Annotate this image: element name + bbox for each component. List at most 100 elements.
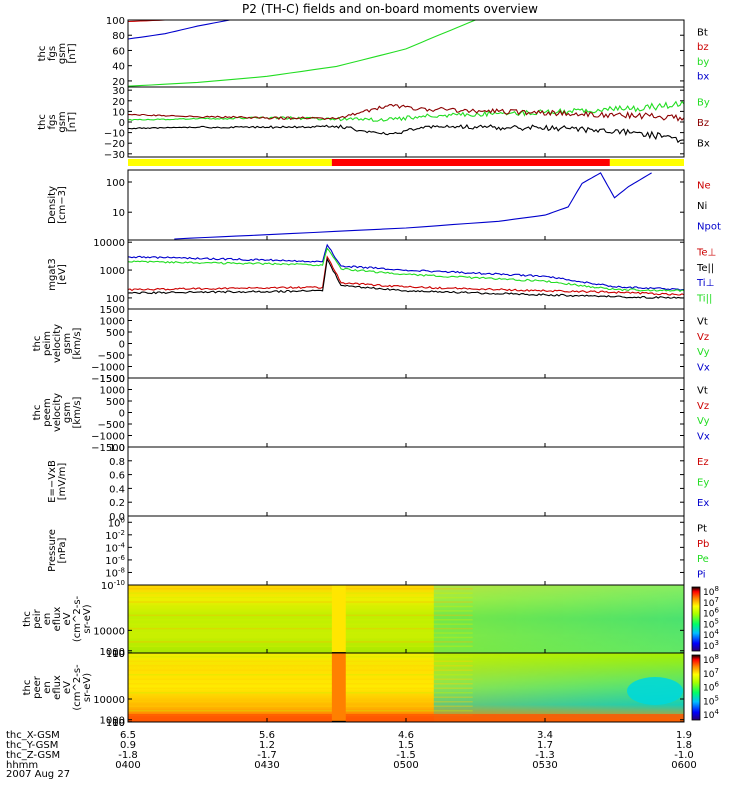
y-tick-exp: -10 bbox=[114, 579, 125, 587]
ephemeris-value: -1.0 bbox=[674, 750, 694, 761]
panel-frames-layer bbox=[127, 19, 701, 723]
y-axis-label: thcpeimvelocitygsm[km/s] bbox=[32, 324, 83, 363]
y-tick-label: 10 bbox=[112, 107, 125, 118]
y-tick-label: −1500 bbox=[91, 443, 125, 454]
ephemeris-value: 1.9 bbox=[676, 730, 692, 741]
legend-entry: Npot bbox=[697, 222, 721, 233]
legend-entry: Te⊥ bbox=[696, 248, 716, 259]
series-line bbox=[127, 124, 685, 144]
y-tick-label: 100 bbox=[106, 16, 125, 27]
ephemeris-value: 1.5 bbox=[398, 740, 414, 751]
panel-frame bbox=[127, 308, 685, 379]
ephemeris-row-label: thc_X-GSM bbox=[6, 730, 60, 741]
spectrogram-streak bbox=[128, 674, 473, 676]
ephemeris-value: 0500 bbox=[393, 760, 418, 771]
series-line bbox=[127, 243, 685, 291]
y-tick-label: 500 bbox=[106, 397, 125, 408]
colorbar-tick-base: 10 bbox=[703, 684, 715, 694]
y-axis-label: thcfgsgsm[nT] bbox=[37, 43, 78, 64]
y-axis-label: thcpeerenefluxeV(cm^2-s-sr-eV) bbox=[22, 664, 93, 711]
legend-entry: Bt bbox=[697, 27, 708, 38]
colorbar-tick-exp: 4 bbox=[714, 708, 719, 716]
series-line bbox=[127, 104, 685, 122]
legend-entry: Ex bbox=[697, 498, 709, 509]
colorbar-tick-label: 104 bbox=[703, 628, 719, 641]
y-axis-label-line: peem bbox=[42, 398, 53, 426]
y-tick-exp: -6 bbox=[118, 554, 126, 562]
y-tick-label: −1000 bbox=[91, 432, 125, 443]
ephemeris-value: -1.8 bbox=[118, 750, 138, 761]
line-series-layer bbox=[127, 19, 685, 299]
y-axis-label-line: eflux bbox=[52, 607, 63, 632]
legend-entry: by bbox=[697, 57, 709, 68]
y-axis-label-line: peer bbox=[32, 675, 43, 699]
legend-entry: Vz bbox=[697, 332, 709, 343]
spectrogram-streak bbox=[128, 665, 473, 667]
spectrogram-streak bbox=[128, 592, 473, 594]
y-axis-label-line: en bbox=[42, 613, 53, 626]
y-tick-label: 100 bbox=[106, 294, 125, 305]
spectrogram-streak bbox=[128, 656, 473, 658]
colorbar-tick-exp: 4 bbox=[714, 628, 719, 636]
ephemeris-value: -1.5 bbox=[396, 750, 416, 761]
y-axis-label-line: eflux bbox=[52, 675, 63, 700]
y-tick-label: 1000 bbox=[100, 266, 125, 277]
spectrogram-streak bbox=[128, 645, 473, 648]
y-tick-label: 1000 bbox=[100, 647, 125, 658]
status-segment bbox=[128, 159, 332, 166]
spectrogram-streak bbox=[128, 678, 473, 680]
colorbar-tick-exp: 6 bbox=[714, 681, 719, 689]
y-axis-label-line: [mV/m] bbox=[57, 463, 68, 501]
legend-entry: Ey bbox=[697, 478, 709, 489]
y-tick-label: −30 bbox=[104, 150, 125, 161]
y-tick-label: 1500 bbox=[100, 305, 125, 316]
y-tick-label: 0.4 bbox=[109, 484, 125, 495]
y-tick-label: 20 bbox=[112, 97, 125, 108]
y-tick-label: 30 bbox=[112, 86, 125, 97]
panel-frame bbox=[127, 86, 685, 158]
y-axis-label-line: [nT] bbox=[67, 112, 78, 132]
ephemeris-value: 1.8 bbox=[676, 740, 692, 751]
y-tick-exp: -2 bbox=[118, 529, 125, 537]
legend-entry: Pt bbox=[697, 524, 707, 535]
colorbar-tick-base: 10 bbox=[703, 588, 715, 598]
legend-entry: Vt bbox=[697, 386, 708, 397]
status-bar bbox=[128, 159, 684, 166]
spectrogram-layer bbox=[128, 585, 684, 722]
y-tick-label: 0.6 bbox=[109, 471, 125, 482]
legend-entry: Pi bbox=[697, 569, 706, 580]
colorbar-tick-base: 10 bbox=[703, 670, 715, 680]
y-tick-label: 80 bbox=[112, 31, 125, 42]
colorbar-tick-label: 108 bbox=[703, 585, 719, 598]
ephemeris-value: 0430 bbox=[254, 760, 279, 771]
status-segment bbox=[609, 159, 684, 166]
y-tick-label: 0 bbox=[119, 340, 125, 351]
y-tick-label: 10-6 bbox=[105, 554, 125, 567]
ephemeris-value: 0400 bbox=[115, 760, 140, 771]
legend-entry: Pb bbox=[697, 539, 709, 550]
colorbar-tick-label: 106 bbox=[703, 681, 719, 694]
spectrogram-streak bbox=[128, 619, 473, 621]
y-axis-label-line: E=−VxB bbox=[47, 460, 58, 503]
y-tick-label: 0.0 bbox=[109, 512, 125, 523]
colorbar-tick-label: 104 bbox=[703, 708, 719, 721]
y-axis-label-line: thc bbox=[32, 336, 43, 352]
ephemeris-value: 1.2 bbox=[259, 740, 275, 751]
y-tick-label: 0.2 bbox=[109, 498, 125, 509]
y-axis-label-line: sr-eV) bbox=[82, 604, 93, 633]
y-axis-label-line: Density bbox=[47, 186, 58, 224]
y-tick-label: −10 bbox=[104, 129, 125, 140]
date-label: 2007 Aug 27 bbox=[6, 769, 70, 780]
y-tick-label: 100 bbox=[106, 178, 125, 189]
colorbar bbox=[692, 587, 700, 651]
series-line bbox=[127, 255, 685, 296]
legend-entry: Ne bbox=[697, 180, 711, 191]
y-tick-label: −500 bbox=[98, 420, 125, 431]
spectrogram-gap-top bbox=[331, 585, 346, 653]
legend-entry: Vy bbox=[697, 347, 710, 358]
y-axis-label-line: (cm^2-s- bbox=[72, 595, 83, 642]
colorbar-tick-base: 10 bbox=[703, 642, 715, 652]
colorbar-tick-label: 105 bbox=[703, 617, 719, 630]
plot-title: P2 (TH-C) fields and on-board moments ov… bbox=[242, 2, 538, 16]
